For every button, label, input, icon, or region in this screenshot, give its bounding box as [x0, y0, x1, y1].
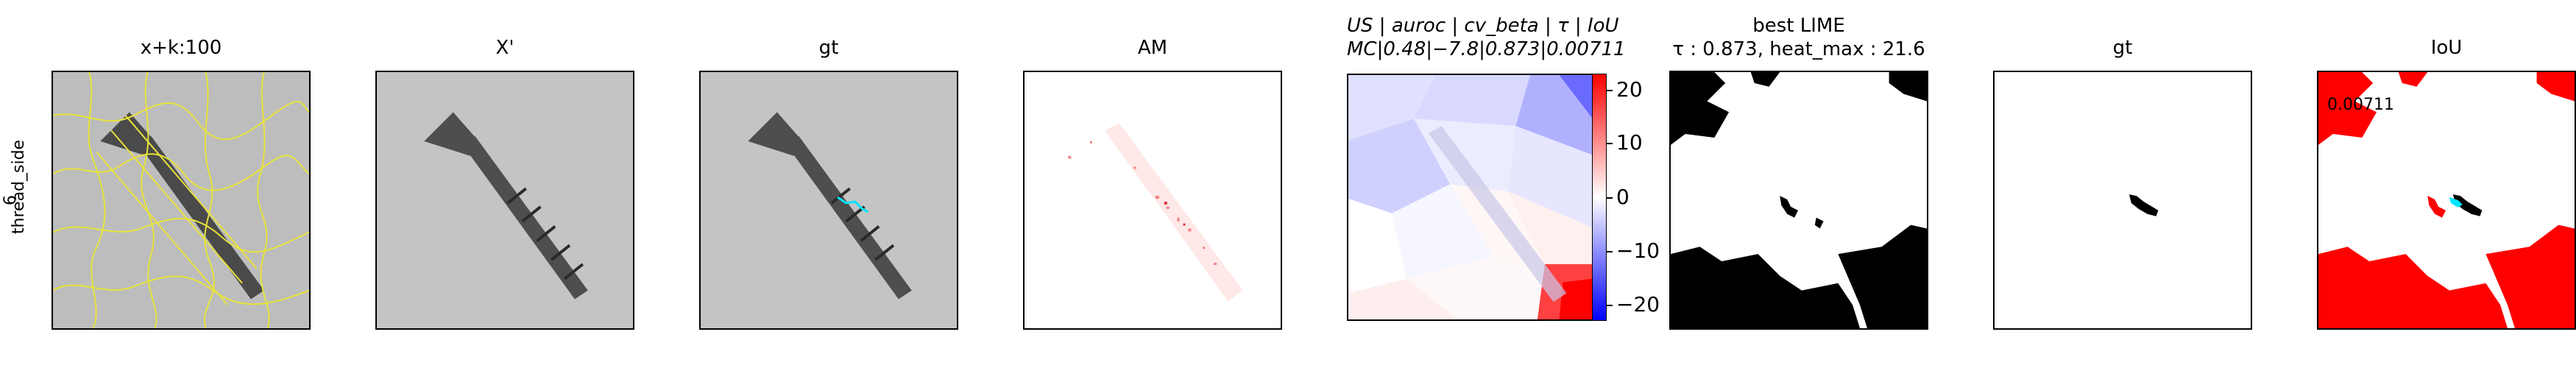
anomaly-map-panel: [1023, 71, 1282, 330]
gt-overlay-image-panel: [699, 71, 958, 330]
reconstruction-image-panel: [375, 71, 634, 330]
gt-mask-image: [1995, 72, 2251, 328]
gt-mask-panel: [1993, 71, 2252, 330]
colorbar-label-10: 10: [1616, 130, 1643, 155]
superpixel-heatmap-image: [1348, 75, 1593, 319]
panel-title-anomaly-map: AM: [1137, 37, 1168, 59]
row-label-index: 6: [1, 195, 20, 205]
panel-title-lime-params: τ : 0.873, heat_max : 21.6: [1672, 38, 1925, 60]
gt-overlay-image: [701, 72, 957, 328]
colorbar: [1592, 74, 1607, 321]
colorbar-tick-neg10: [1607, 251, 1613, 252]
row-label: thread_side 6: [0, 140, 29, 234]
superpixel-outlines: [53, 72, 309, 328]
screw-shape: [100, 112, 264, 300]
panel-title-metrics-values: MC|0.48|−7.8|0.873|0.00711: [1347, 38, 1626, 60]
colorbar-label-neg10: −10: [1616, 238, 1660, 263]
panel-title-gt-overlay: gt: [818, 37, 839, 59]
panel-title-reconstruction: X': [495, 37, 514, 59]
panel-title-superpixels: x+k:100: [140, 37, 222, 59]
panel-title-iou: IoU: [2430, 37, 2463, 59]
iou-image: [2318, 72, 2575, 328]
panel-title-best-lime: best LIME: [1752, 15, 1845, 37]
lime-mask-image: [1671, 72, 1927, 328]
iou-panel: [2317, 71, 2576, 330]
colorbar-tick-10: [1607, 143, 1613, 144]
colorbar-tick-20: [1607, 90, 1613, 91]
row-label-name: thread_side: [10, 139, 29, 235]
iou-value-annotation: 0.00711: [2327, 96, 2394, 114]
colorbar-tick-0: [1607, 197, 1613, 199]
colorbar-label-20: 20: [1616, 77, 1643, 102]
colorbar-tick-neg20: [1607, 305, 1613, 306]
panel-title-metrics-header: US | auroc | cv_beta | τ | IoU: [1347, 15, 1619, 37]
superpixel-heatmap-panel: [1347, 74, 1594, 321]
reconstruction-image: [377, 72, 633, 328]
superpixel-image: [53, 72, 309, 328]
colorbar-label-neg20: −20: [1616, 292, 1660, 316]
lime-mask-panel: [1669, 71, 1928, 330]
panel-title-gt-mask: gt: [2112, 37, 2133, 59]
superpixel-image-panel: [52, 71, 311, 330]
anomaly-map-image: [1025, 72, 1281, 328]
colorbar-label-0: 0: [1616, 185, 1630, 209]
